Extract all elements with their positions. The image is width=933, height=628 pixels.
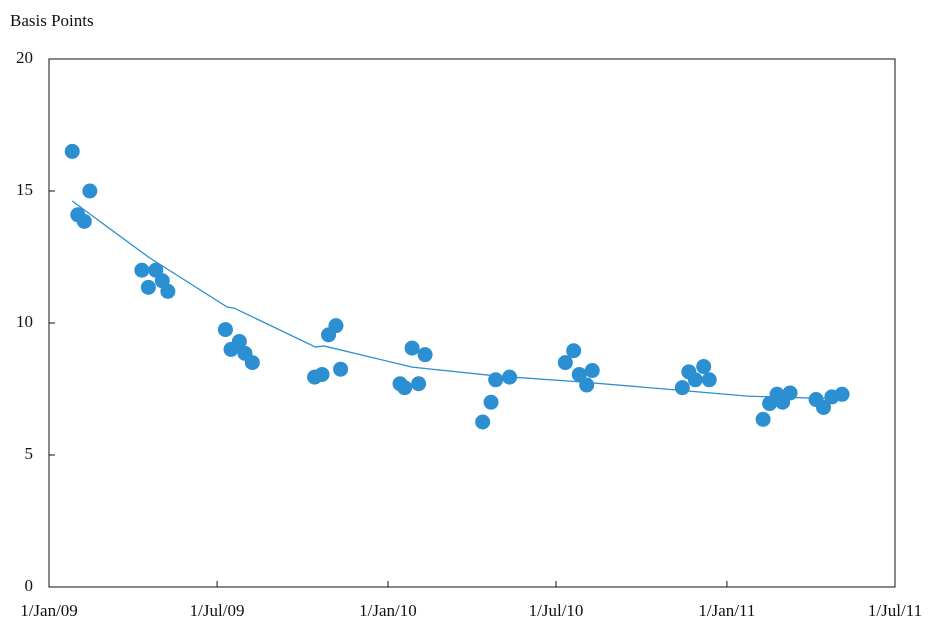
point [687, 372, 703, 388]
trend-line [71, 200, 843, 400]
point [782, 385, 798, 401]
x-tick-label: 1/Jul/10 [529, 601, 584, 620]
point [834, 386, 850, 402]
point [696, 359, 712, 375]
y-tick-label: 0 [25, 576, 34, 595]
y-tick-label: 10 [16, 312, 33, 331]
y-tick-label: 5 [25, 444, 34, 463]
point [404, 340, 420, 356]
x-tick-label: 1/Jul/11 [868, 601, 922, 620]
point [584, 363, 600, 379]
point [417, 347, 433, 363]
point [755, 411, 771, 427]
point [488, 372, 504, 388]
point [217, 322, 233, 338]
point [411, 376, 427, 392]
x-tick-label: 1/Jan/09 [20, 601, 78, 620]
point [160, 283, 176, 299]
point [231, 333, 247, 349]
point [333, 361, 349, 377]
point [502, 369, 518, 385]
point [76, 213, 92, 229]
point [571, 366, 587, 382]
point [557, 355, 573, 371]
point [483, 394, 499, 410]
y-tick-label: 20 [16, 48, 33, 67]
point [140, 279, 156, 295]
x-tick-label: 1/Jul/09 [190, 601, 245, 620]
point [579, 377, 595, 393]
point [815, 399, 831, 415]
point [475, 414, 491, 430]
point [64, 143, 80, 159]
x-tick-label: 1/Jan/10 [359, 601, 417, 620]
point [397, 380, 413, 396]
plot-frame [48, 58, 896, 588]
point [566, 343, 582, 359]
point [244, 355, 260, 371]
point [82, 183, 98, 199]
point [134, 262, 150, 278]
y-axis-label: Basis Points [10, 11, 94, 30]
point [674, 380, 690, 396]
point [314, 366, 330, 382]
y-tick-label: 15 [16, 180, 33, 199]
point [701, 372, 717, 388]
x-tick-label: 1/Jan/11 [698, 601, 755, 620]
point [328, 318, 344, 334]
